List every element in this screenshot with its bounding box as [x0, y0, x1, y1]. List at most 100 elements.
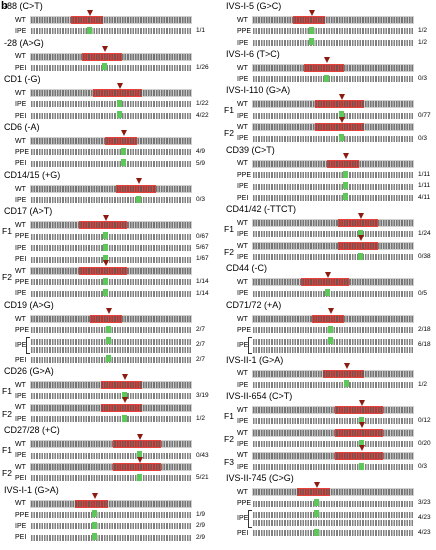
cut-site [117, 82, 124, 89]
row-label: IPE [237, 112, 249, 120]
edited-base [339, 111, 345, 119]
row-label: IPE [237, 341, 249, 349]
cut-site [343, 363, 350, 370]
row-label: WT [237, 406, 248, 414]
sequence-text [31, 160, 191, 167]
edited-base [91, 521, 97, 529]
mutation-title: CD14/15 (+G) [4, 169, 61, 180]
row-label: IPE [237, 418, 249, 426]
row-label: IPE [237, 290, 249, 298]
row-label: WT [15, 381, 26, 389]
sequence-text [31, 28, 191, 35]
sequence-text [31, 452, 191, 459]
edit-ratio: 1/11 [418, 182, 431, 190]
row-label: PPE [237, 326, 252, 334]
row-label: IPE [237, 381, 249, 389]
edit-ratio: 0/38 [418, 253, 431, 261]
row-label: WT [237, 279, 248, 286]
sequence-text [253, 17, 413, 23]
sequence-text [253, 172, 413, 179]
sequence-text [253, 407, 413, 414]
sequence-text [31, 245, 191, 252]
row-label: IPE [237, 440, 249, 448]
row-label: PPE [237, 171, 252, 179]
row-label: WT [15, 440, 26, 448]
edited-base [313, 510, 319, 518]
row-label: WT [237, 123, 248, 131]
mutation-title: -28 (A>G) [4, 37, 44, 48]
sequence-text [31, 534, 191, 541]
sequence-text [253, 220, 413, 226]
mutation-title: -88 (C>T) [4, 1, 43, 11]
bracket [248, 337, 252, 355]
sequence-text [253, 519, 413, 526]
edited-base [358, 416, 364, 424]
row-label: WT [237, 242, 248, 250]
row-label: PPE [237, 28, 252, 36]
edit-ratio: 1/2 [418, 38, 428, 46]
row-label: PEI [15, 64, 27, 72]
edit-ratio: 2/7 [196, 326, 206, 334]
family-label: F2 [224, 433, 234, 444]
family-label: F2 [2, 408, 12, 419]
row-label: PPE [15, 233, 30, 241]
edited-base [313, 528, 319, 536]
edit-ratio: 2/7 [196, 355, 206, 363]
sequence-text [31, 53, 191, 60]
row-label: PPE [15, 326, 30, 334]
row-label: WT [15, 16, 26, 24]
cut-site [358, 212, 365, 219]
row-label: PPE [15, 511, 30, 519]
row-label: WT [15, 185, 26, 193]
edit-ratio: 0/12 [418, 417, 431, 425]
edited-base [328, 325, 334, 333]
edit-ratio: 4/23 [418, 529, 431, 537]
cut-site [102, 260, 109, 267]
row-label: WT [15, 222, 26, 229]
mutation-title: CD27/28 (+C) [4, 425, 60, 436]
row-label: IPE [15, 341, 27, 349]
sequence-text [253, 381, 413, 388]
edited-base [106, 337, 112, 345]
row-label: PEI [15, 112, 27, 120]
sequence-text [31, 441, 191, 448]
row-label: IPE [15, 244, 27, 252]
sequence-text [253, 464, 413, 471]
mutation-title: CD6 (-A) [4, 121, 40, 132]
row-label: WT [237, 219, 248, 227]
edited-base [91, 510, 97, 518]
sequence-text [253, 101, 413, 108]
row-label: PEI [237, 529, 249, 537]
edited-base [342, 182, 348, 189]
edited-base [117, 111, 123, 119]
edit-ratio: 4/23 [418, 514, 431, 522]
row-label: WT [237, 101, 248, 109]
edited-base [106, 355, 112, 363]
sequence-text [31, 393, 191, 400]
row-label: WT [237, 452, 248, 460]
sequence-text [253, 315, 413, 322]
edited-base [358, 439, 364, 447]
sequence-text [31, 197, 191, 204]
edited-base [91, 533, 97, 541]
sequence-text [31, 137, 191, 144]
edited-base [102, 63, 108, 71]
mutation-title: CD19 (A>G) [4, 299, 54, 310]
edit-ratio: 4/9 [196, 148, 206, 156]
edit-ratio: 1/1 [196, 27, 206, 35]
row-label: PPE [237, 500, 252, 508]
row-label: WT [15, 463, 26, 471]
mutation-title: IVS-II-1 (G>A) [226, 354, 284, 365]
mutation-title: CD41/42 (-TTCT) [226, 204, 297, 214]
edited-base [358, 229, 364, 237]
sequence-text [31, 404, 191, 411]
edited-base [313, 499, 319, 507]
sequence-text [253, 279, 413, 286]
edited-base [324, 289, 330, 297]
edited-base [342, 170, 348, 178]
cut-site [324, 57, 331, 64]
row-label: PPE [15, 149, 30, 156]
row-label: PEI [15, 256, 27, 264]
cut-site [121, 397, 128, 404]
